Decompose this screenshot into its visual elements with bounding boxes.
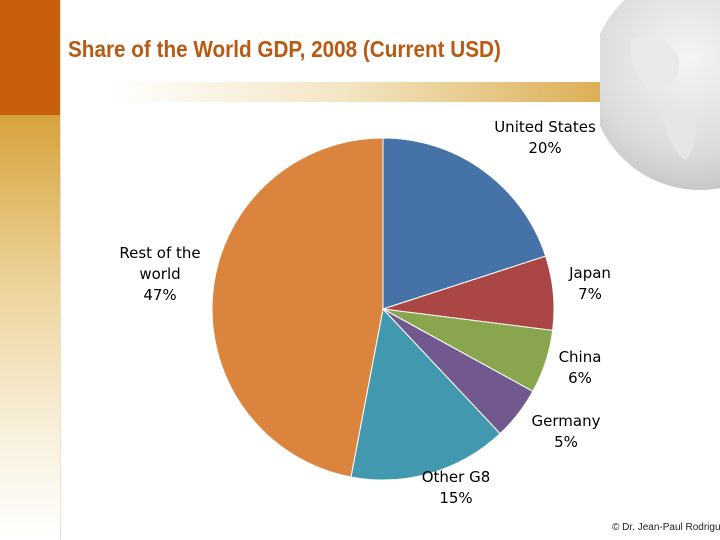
left-divider: [60, 0, 61, 540]
copyright-notice: © Dr. Jean-Paul Rodrigue: [612, 522, 720, 533]
pie-slice-other-g8: [350, 307, 501, 481]
slide-title: Share of the World GDP, 2008 (Current US…: [68, 36, 501, 62]
slice-label-china: China 6%: [559, 348, 602, 387]
slice-label-japan: Japan 7%: [568, 264, 611, 303]
title-underline-gradient: [110, 82, 630, 102]
left-accent-bar-gradient: [0, 115, 60, 540]
slice-label-other-g8: Other G8 15%: [422, 468, 491, 507]
slice-label-united-states: United States 20%: [494, 118, 596, 157]
pie-labels: United States 20% Japan 7% China 6% Germany 5% O…: [119, 118, 611, 507]
slice-label-germany: Germany 5%: [532, 412, 601, 451]
pie-slices: [211, 137, 555, 481]
pie-slice-rest-of-world: [211, 137, 384, 478]
left-accent-bar-top: [0, 0, 60, 115]
pie-slice-united-states: [382, 137, 547, 310]
slice-label-rest-of-world: Rest of the world 47%: [119, 244, 200, 304]
globe-image: [600, 0, 720, 190]
